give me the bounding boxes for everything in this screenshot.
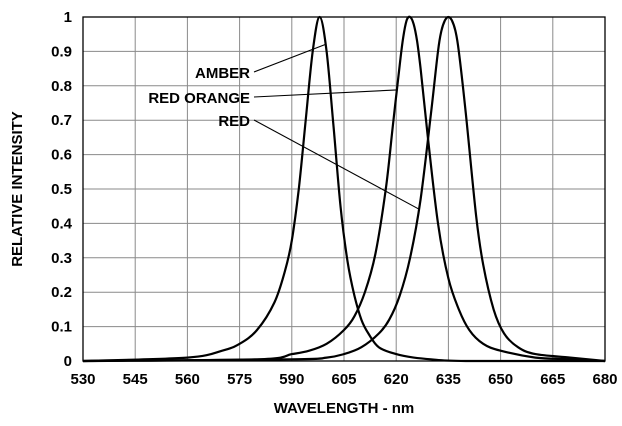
y-tick-label-6: 0.6 (51, 147, 72, 164)
series-line-red (82, 15, 606, 363)
y-tick-label-1: 0.1 (51, 319, 72, 336)
plot-frame (82, 16, 606, 362)
series-line-red-orange (82, 15, 606, 363)
series-line-amber (82, 15, 605, 363)
annotation-amber: AMBER (195, 65, 250, 82)
series-annotations: AMBER RED ORANGE RED (148, 44, 420, 210)
x-tick-label-7: 635 (436, 371, 461, 388)
y-tick-label-0: 0 (64, 353, 72, 370)
x-tick-label-10: 680 (592, 371, 617, 388)
x-tick-label-8: 650 (488, 371, 513, 388)
x-tick-label-0: 530 (70, 371, 95, 388)
y-tick-label-9: 0.9 (51, 43, 72, 60)
x-tick-label-1: 545 (123, 371, 148, 388)
annotation-red: RED (218, 113, 250, 130)
x-tick-label-3: 575 (227, 371, 252, 388)
series-curves (82, 15, 606, 363)
x-tick-label-2: 560 (175, 371, 200, 388)
y-tick-label-8: 0.8 (51, 78, 72, 95)
y-tick-label-5: 0.5 (51, 181, 72, 198)
x-axis-title: WAVELENGTH - nm (274, 400, 415, 417)
x-tick-label-9: 665 (540, 371, 565, 388)
grid-lines (82, 16, 606, 362)
y-tick-label-4: 0.4 (51, 215, 73, 232)
y-tick-label-10: 1 (64, 9, 72, 26)
x-tick-label-4: 590 (279, 371, 304, 388)
annotation-red-orange: RED ORANGE (148, 90, 250, 107)
x-tick-label-6: 620 (384, 371, 409, 388)
tick-labels: 530 545 560 575 590 605 620 635 650 665 680 0 0.1 0.2… (51, 9, 617, 388)
leader-line-red (253, 119, 420, 210)
y-tick-label-2: 0.2 (51, 284, 72, 301)
leader-line-red-orange (253, 89, 397, 98)
y-tick-label-3: 0.3 (51, 250, 72, 267)
leader-line-amber (253, 44, 326, 73)
x-tick-label-5: 605 (331, 371, 356, 388)
y-axis-title: RELATIVE INTENSITY (9, 111, 26, 267)
y-tick-label-7: 0.7 (51, 112, 72, 129)
